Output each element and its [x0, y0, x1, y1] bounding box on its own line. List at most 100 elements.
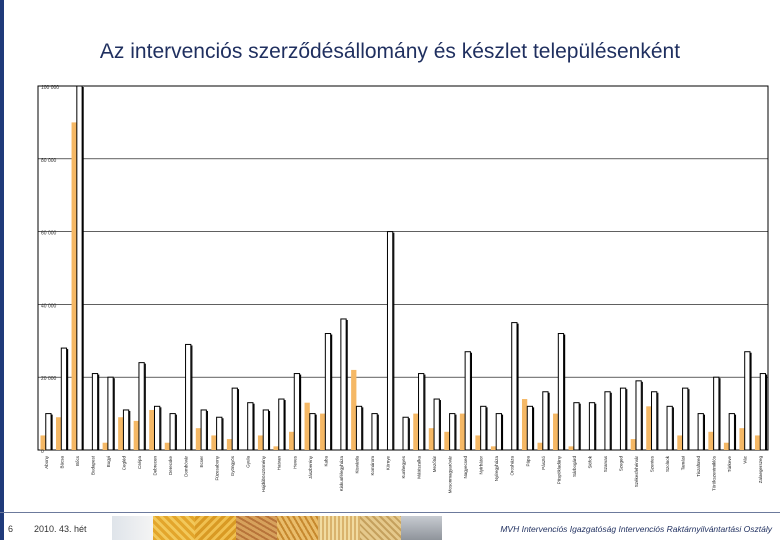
contract-bar — [402, 416, 409, 451]
stock-bar — [211, 435, 217, 450]
stock-bar — [459, 413, 466, 450]
contract-bar — [511, 322, 518, 451]
stock-bar — [71, 122, 77, 451]
contract-bar — [697, 413, 704, 451]
x-tick-label: Orosháza — [510, 456, 515, 476]
stock-bar — [118, 417, 124, 450]
x-tick-label: Jászberény — [308, 455, 313, 479]
contract-bar — [418, 373, 425, 451]
y-tick-label: 20 000 — [41, 376, 57, 382]
stock-bar — [288, 431, 295, 450]
page-title: Az intervenciós szerződésállomány és kés… — [99, 40, 681, 63]
stock-bar — [553, 413, 559, 450]
contract-bar — [744, 351, 751, 451]
contract-bar — [604, 391, 611, 451]
contract-bar — [557, 333, 565, 451]
contract-bar — [666, 405, 673, 451]
wheat-photo — [235, 516, 277, 540]
x-tick-label: Törökszentmiklós — [712, 455, 717, 491]
x-tick-label: Püspökladány — [556, 455, 561, 484]
x-tick-label: Nyírbátor — [479, 456, 484, 475]
stock-bar — [739, 428, 745, 450]
stock-bar — [320, 413, 326, 450]
x-tick-label: Szeged — [618, 456, 623, 472]
contract-bar — [262, 409, 269, 451]
chart-grid — [37, 85, 769, 451]
x-tick-label: Hatvan — [277, 456, 282, 471]
corn-photo — [153, 516, 195, 540]
x-tick-label: Mátészalka — [417, 456, 422, 479]
contract-bar — [682, 387, 689, 451]
stock-bar — [723, 442, 730, 450]
x-tick-label: Mezőtúr — [432, 456, 437, 473]
plot-frame — [37, 85, 769, 451]
stock-bar — [444, 431, 450, 450]
stock-bar — [677, 435, 683, 450]
stock-bar — [273, 446, 279, 450]
contract-bar — [759, 373, 767, 451]
contract-bar — [480, 405, 487, 451]
stock-bar — [490, 446, 497, 450]
grain-photo — [359, 516, 401, 540]
x-tick-label: Környe — [385, 456, 390, 471]
contract-bar — [293, 373, 301, 451]
chart-labels: 0 20 000 40 000 60 000 80 000 100 000 Abony Bác… — [41, 85, 763, 493]
x-tick-label: Debrecen — [152, 456, 157, 476]
contract-bar — [153, 405, 161, 451]
x-tick-label: Mosonmagyaróvár — [448, 455, 453, 493]
x-tick-label: Pápa — [525, 456, 530, 467]
contract-bar — [542, 391, 549, 451]
y-tick-label: 80 000 — [41, 158, 57, 164]
stock-bar — [413, 413, 419, 450]
x-tick-label: Vác — [743, 455, 748, 464]
contract-bar — [185, 343, 192, 451]
contract-bar — [619, 387, 627, 451]
x-tick-label: Ecser — [199, 456, 204, 468]
contract-bar — [728, 413, 735, 451]
x-tick-label: Cegléd — [121, 456, 126, 471]
x-tick-label: Kaba — [323, 456, 328, 467]
stock-bar — [102, 442, 108, 450]
contract-bar — [76, 85, 83, 451]
x-tick-label: Bugyi — [106, 456, 111, 467]
barley-photo — [318, 516, 360, 540]
x-tick-label: Komárom — [370, 456, 375, 476]
contract-bar — [449, 413, 456, 451]
x-tick-label: Zalaegerszeg — [758, 456, 763, 484]
contract-bar — [169, 413, 176, 451]
stock-bar — [195, 428, 202, 450]
contract-bar — [122, 409, 130, 451]
stock-bar — [257, 435, 264, 450]
x-tick-label: Nagyecsed — [463, 456, 468, 479]
x-tick-label: Pásztó — [541, 456, 546, 470]
contract-bar — [371, 413, 378, 451]
contract-bar — [247, 402, 254, 451]
stock-bar — [226, 439, 233, 450]
stock-bar — [475, 435, 481, 450]
y-tick-label: 60 000 — [41, 231, 57, 237]
corn-photo — [194, 516, 236, 540]
x-tick-label: Szarvas — [603, 455, 608, 472]
x-tick-label: Füzesabony — [215, 455, 220, 480]
contract-bar — [200, 409, 207, 451]
stock-bar — [708, 431, 714, 450]
y-tick-label: 0 — [41, 449, 44, 455]
contract-bar — [231, 387, 238, 451]
contract-bar — [309, 413, 316, 451]
x-tick-label: Sárbogárd — [572, 456, 577, 478]
contract-bar — [635, 380, 642, 451]
stock-bar — [630, 439, 636, 450]
x-tick-label: Kisvárda — [354, 456, 359, 474]
stock-bar — [754, 435, 761, 450]
contract-bar — [216, 416, 223, 451]
week-label: 2010. 43. hét — [34, 524, 87, 534]
x-tick-label: Siófok — [587, 455, 592, 468]
contract-bar — [464, 351, 471, 451]
contract-bar — [138, 362, 145, 451]
organization-label: MVH Intervenciós Igazgatóság Intervenció… — [500, 524, 772, 534]
contract-bar — [573, 402, 580, 451]
x-tick-label: Tiszafüred — [696, 456, 701, 477]
stock-bar — [164, 442, 171, 450]
x-tick-label: Kunhegyes — [401, 455, 406, 478]
x-tick-label: Székesfehérvár — [634, 455, 639, 487]
